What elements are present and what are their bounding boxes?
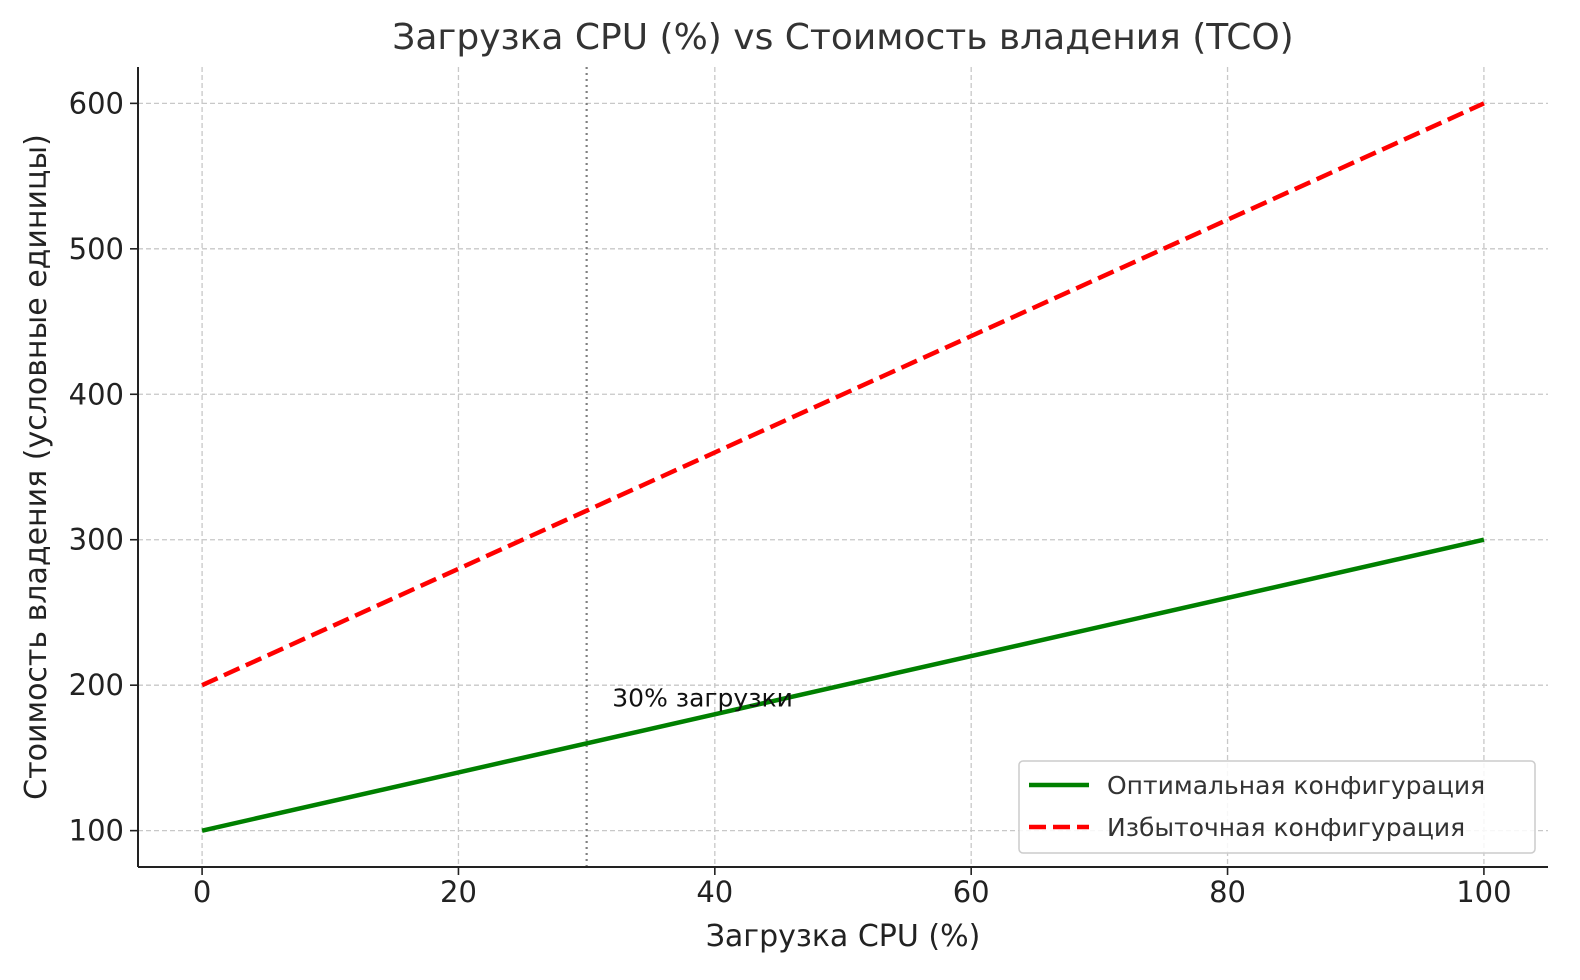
y-tick-label: 600 xyxy=(69,86,124,120)
x-tick-label: 60 xyxy=(953,875,990,909)
y-axis-label: Стоимость владения (условные единицы) xyxy=(19,134,54,800)
annotation-label: 30% загрузки xyxy=(612,683,793,712)
x-tick-label: 20 xyxy=(440,875,477,909)
y-tick-label: 200 xyxy=(69,668,124,702)
legend-label-1: Избыточная конфигурация xyxy=(1107,813,1465,842)
legend-box xyxy=(1018,760,1536,854)
x-tick-label: 0 xyxy=(193,875,211,909)
x-tick-label: 80 xyxy=(1209,875,1246,909)
y-tick-label: 300 xyxy=(69,523,124,557)
x-tick-label: 40 xyxy=(696,875,733,909)
y-tick-label: 400 xyxy=(69,377,124,411)
x-tick-label: 100 xyxy=(1456,875,1511,909)
y-tick-label: 100 xyxy=(69,814,124,848)
chart-title: Загрузка CPU (%) vs Стоимость владения (… xyxy=(392,17,1293,58)
y-tick-label: 500 xyxy=(69,232,124,266)
series-line-0 xyxy=(201,537,1485,833)
series-line-1 xyxy=(201,101,1485,688)
legend-label-0: Оптимальная конфигурация xyxy=(1107,771,1485,800)
x-axis-label: Загрузка CPU (%) xyxy=(706,919,981,954)
